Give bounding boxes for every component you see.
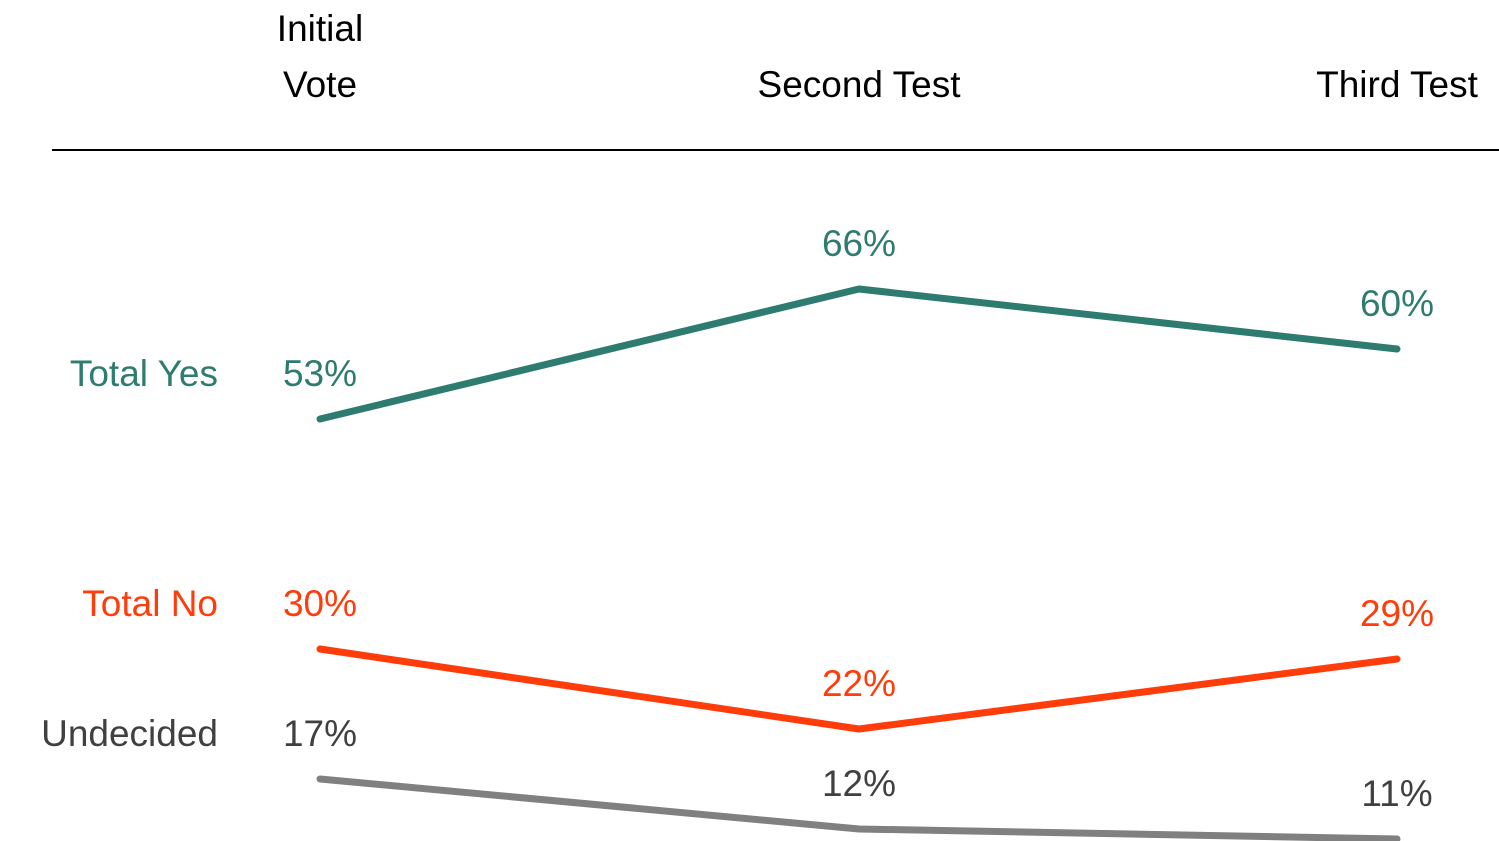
series-line [316,285,1401,423]
series-line [316,645,1401,733]
category-label: Initial Vote [276,8,364,105]
series-line [316,775,1401,841]
value-label: 60% [1359,283,1435,324]
value-label: 17% [282,713,358,754]
value-label: 12% [821,763,897,804]
category-label: Second Test [757,64,961,105]
series-name: Total Yes [69,353,218,394]
value-label: 66% [821,223,897,264]
value-label: 29% [1359,593,1435,634]
value-label: 30% [282,583,358,624]
series-name: Undecided [41,713,218,754]
series-name: Total No [82,583,218,624]
value-label: 22% [821,663,897,704]
category-label: Third Test [1316,64,1478,105]
value-label: 53% [282,353,358,394]
value-label: 11% [1361,773,1433,814]
